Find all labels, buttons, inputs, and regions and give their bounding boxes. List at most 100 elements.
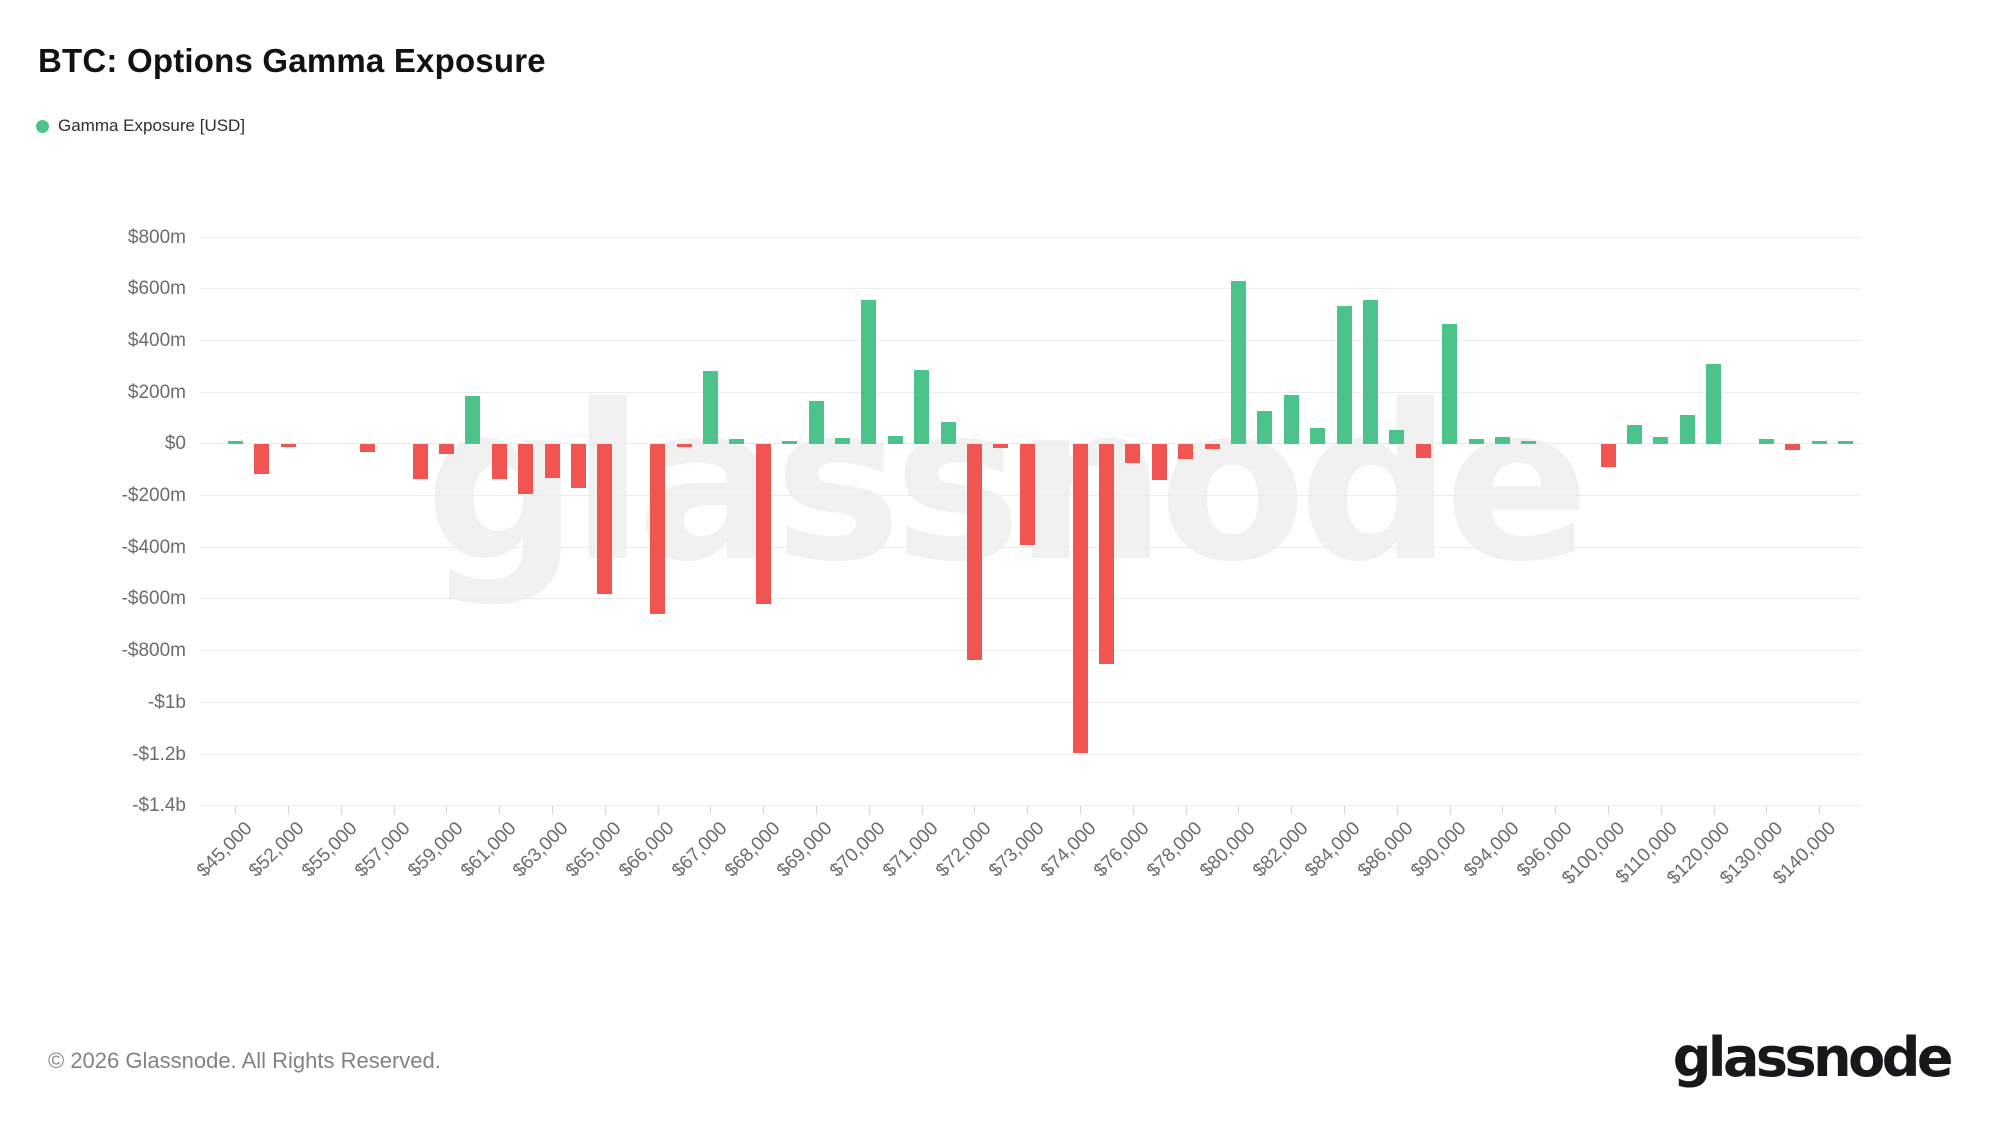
gamma-bar[interactable] xyxy=(465,395,481,444)
y-axis-tick-label: -$1b xyxy=(147,691,186,713)
x-axis-tick-label: $55,000 xyxy=(298,818,362,882)
gamma-bar[interactable] xyxy=(1785,443,1801,451)
x-axis-tick xyxy=(1502,806,1504,814)
gamma-bar[interactable] xyxy=(966,443,982,660)
gamma-bar[interactable] xyxy=(438,443,454,455)
gamma-bar[interactable] xyxy=(412,443,428,479)
x-axis-tick xyxy=(393,806,395,814)
gamma-bar[interactable] xyxy=(1230,280,1246,444)
gamma-bar[interactable] xyxy=(570,443,586,488)
gamma-bar[interactable] xyxy=(1811,441,1827,444)
x-axis-tick xyxy=(1344,806,1345,814)
y-gridline xyxy=(200,650,1860,652)
x-axis-tick-label: $74,000 xyxy=(1037,818,1101,882)
y-gridline xyxy=(200,236,1860,238)
y-gridline xyxy=(200,546,1860,548)
gamma-bar[interactable] xyxy=(1204,443,1220,449)
x-axis-tick xyxy=(1291,806,1293,814)
gamma-bar[interactable] xyxy=(254,443,270,475)
x-axis-tick xyxy=(604,806,606,814)
gamma-bar[interactable] xyxy=(1072,443,1088,753)
gamma-bar[interactable] xyxy=(834,437,850,444)
x-axis-tick-label: $66,000 xyxy=(615,818,679,882)
gamma-bar[interactable] xyxy=(729,439,745,444)
gamma-bar[interactable] xyxy=(1600,443,1616,467)
gamma-bar[interactable] xyxy=(227,441,243,444)
y-axis-tick-label: $600m xyxy=(127,278,186,300)
gamma-bar[interactable] xyxy=(1494,436,1510,444)
glassnode-logo[interactable]: glassnode xyxy=(1672,1026,1954,1089)
x-axis-tick-label: $73,000 xyxy=(984,818,1049,882)
gamma-bar[interactable] xyxy=(1706,363,1722,444)
gamma-bar[interactable] xyxy=(1389,429,1405,444)
x-axis-tick xyxy=(974,806,976,814)
gamma-bar[interactable] xyxy=(1468,438,1484,444)
gamma-bar[interactable] xyxy=(1442,323,1458,444)
gamma-bar[interactable] xyxy=(1257,411,1273,444)
gamma-bar[interactable] xyxy=(1151,443,1167,480)
gamma-bar[interactable] xyxy=(782,440,798,444)
gamma-bar[interactable] xyxy=(1019,443,1035,545)
x-axis-tick xyxy=(1027,806,1029,814)
x-axis-tick-label: $63,000 xyxy=(509,818,573,882)
gamma-bar[interactable] xyxy=(993,443,1009,449)
gamma-bar[interactable] xyxy=(1283,394,1299,444)
x-axis-tick xyxy=(1238,806,1240,814)
x-axis-tick-label: $72,000 xyxy=(931,818,996,882)
gamma-bar[interactable] xyxy=(1310,428,1326,444)
x-axis-tick-label: $90,000 xyxy=(1407,818,1471,882)
gamma-bar[interactable] xyxy=(1336,305,1352,444)
gamma-bar[interactable] xyxy=(544,443,560,478)
gamma-bar[interactable] xyxy=(1758,439,1774,444)
gamma-bar[interactable] xyxy=(491,443,507,479)
x-axis-tick-label: $68,000 xyxy=(720,818,785,882)
x-axis-tick xyxy=(710,806,712,814)
gamma-bar[interactable] xyxy=(914,369,930,444)
y-gridline xyxy=(200,391,1860,393)
gamma-bar[interactable] xyxy=(1178,443,1194,460)
y-gridline xyxy=(200,339,1860,341)
y-axis-tick-label: $800m xyxy=(127,226,186,248)
gamma-bar[interactable] xyxy=(755,443,771,605)
legend-item-gamma-exposure[interactable]: Gamma Exposure [USD] xyxy=(36,116,245,136)
gamma-bar[interactable] xyxy=(518,443,534,495)
x-axis-tick-label: $57,000 xyxy=(351,818,415,882)
x-axis-tick xyxy=(1449,806,1451,814)
gamma-bar[interactable] xyxy=(1098,443,1114,664)
x-axis-tick xyxy=(868,806,870,814)
gamma-bar[interactable] xyxy=(1653,437,1669,444)
gamma-bar[interactable] xyxy=(1521,441,1537,444)
gamma-bar[interactable] xyxy=(650,443,666,615)
gamma-bar[interactable] xyxy=(940,421,956,444)
legend-label: Gamma Exposure [USD] xyxy=(58,116,246,135)
y-gridline xyxy=(200,288,1860,290)
x-axis-tick-label: $76,000 xyxy=(1090,818,1154,882)
gamma-bar[interactable] xyxy=(359,443,375,453)
gamma-bar[interactable] xyxy=(1838,441,1854,444)
gamma-bar[interactable] xyxy=(1679,415,1695,444)
gamma-bar[interactable] xyxy=(676,443,692,447)
x-axis-tick xyxy=(499,806,501,814)
y-axis-tick-label: -$1.4b xyxy=(132,795,186,817)
gamma-bar[interactable] xyxy=(808,401,824,444)
gamma-bar[interactable] xyxy=(597,443,613,594)
x-axis-tick xyxy=(1080,806,1081,814)
x-axis-tick-label: $80,000 xyxy=(1195,818,1260,882)
gamma-bar[interactable] xyxy=(280,443,296,448)
gamma-bar[interactable] xyxy=(1626,425,1642,444)
y-axis-tick-label: $0 xyxy=(164,433,186,455)
x-axis-tick xyxy=(235,806,237,814)
x-axis-tick-label: $65,000 xyxy=(562,818,626,882)
gamma-bar[interactable] xyxy=(1125,443,1141,464)
gamma-bar[interactable] xyxy=(861,300,877,444)
x-axis-tick-label: $94,000 xyxy=(1459,818,1524,882)
gamma-bar[interactable] xyxy=(1362,300,1378,444)
gamma-bar[interactable] xyxy=(702,370,718,444)
x-axis-tick xyxy=(1608,806,1609,814)
gamma-bar[interactable] xyxy=(887,436,903,444)
gamma-bar[interactable] xyxy=(1415,443,1431,458)
x-axis-tick xyxy=(921,806,923,814)
x-axis-tick xyxy=(340,806,342,814)
x-axis-tick-label: $86,000 xyxy=(1354,818,1418,882)
